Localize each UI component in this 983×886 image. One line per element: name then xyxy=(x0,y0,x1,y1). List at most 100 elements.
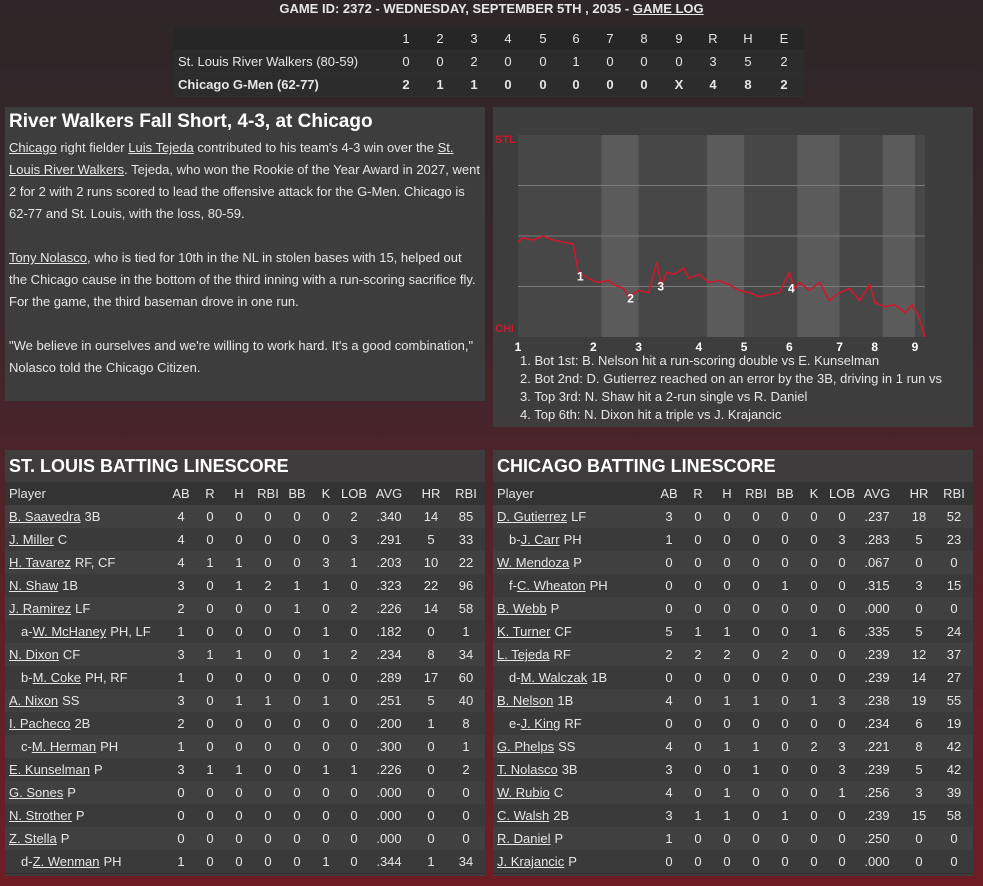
player-link[interactable]: N. Strother xyxy=(9,808,72,823)
player-cell: d-M. Walczak 1B xyxy=(509,666,607,689)
stat: 0 xyxy=(322,808,330,823)
player-link[interactable]: M. Coke xyxy=(32,670,81,685)
player-link[interactable]: B. Nelson xyxy=(497,693,554,708)
inning-label: H xyxy=(743,31,753,46)
player-link[interactable]: K. Turner xyxy=(497,624,551,639)
stat: 0 xyxy=(950,854,958,869)
position: RF, CF xyxy=(74,555,116,570)
player-cell: N. Shaw 1B xyxy=(9,574,78,597)
player-link[interactable]: J. Ramirez xyxy=(9,601,72,616)
player-link[interactable]: Z. Wenman xyxy=(32,854,100,869)
player-link[interactable]: A. Nixon xyxy=(9,693,59,708)
player-link[interactable]: R. Daniel xyxy=(497,831,551,846)
player-link[interactable]: D. Gutierrez xyxy=(497,509,568,524)
position: 1B xyxy=(62,578,79,593)
player-cell: R. Daniel P xyxy=(497,827,563,850)
stat: 22 xyxy=(423,578,439,593)
link[interactable]: Chicago xyxy=(9,140,57,155)
column-label: K xyxy=(809,486,819,501)
player-row: d-M. Walczak 1B 0 0 0 0 0 0 0 .239 14 27 xyxy=(493,666,973,690)
player-link[interactable]: J. Miller xyxy=(9,532,54,547)
stat: 0 xyxy=(838,716,846,731)
column-label: LOB xyxy=(340,486,368,501)
inning-label: 4 xyxy=(696,340,703,354)
stat: 0 xyxy=(810,854,818,869)
stat: 0 xyxy=(810,785,818,800)
stat: .200 xyxy=(376,716,402,731)
stat: 1 xyxy=(810,693,818,708)
player-link[interactable]: H. Tavarez xyxy=(9,555,71,570)
player-row: d-Z. Wenman PH 1 0 0 0 0 1 0 .344 1 34 xyxy=(5,850,485,874)
position: SS xyxy=(62,693,80,708)
link[interactable]: Tony Nolasco xyxy=(9,250,88,265)
stat: 0 xyxy=(694,854,702,869)
player-link[interactable]: I. Pacheco xyxy=(9,716,71,731)
linescore-header: 1 2 3 4 5 6 7 8 9 R H E xyxy=(174,27,804,51)
stat: .340 xyxy=(376,509,402,524)
stat: 14 xyxy=(911,670,927,685)
player-link[interactable]: M. Walczak xyxy=(520,670,588,685)
stat: 1 xyxy=(235,693,243,708)
stat: 3 xyxy=(177,693,185,708)
inning-label: 8 xyxy=(640,31,648,46)
player-link[interactable]: C. Walsh xyxy=(497,808,550,823)
stat: .237 xyxy=(864,509,890,524)
player-link[interactable]: W. McHaney xyxy=(32,624,107,639)
player-link[interactable]: N. Dixon xyxy=(9,647,59,662)
player-link[interactable]: B. Webb xyxy=(497,601,547,616)
player-link[interactable]: J. Carr xyxy=(520,532,560,547)
player-cell: I. Pacheco 2B xyxy=(9,712,90,735)
player-link[interactable]: J. Krajancic xyxy=(497,854,565,869)
link[interactable]: Luis Tejeda xyxy=(128,140,194,155)
text: right fielder xyxy=(56,140,129,155)
stat: 1 xyxy=(665,831,673,846)
stat: 2 xyxy=(350,509,358,524)
event-marker: 3 xyxy=(657,280,664,294)
player-link[interactable]: J. King xyxy=(520,716,561,731)
stat: 1 xyxy=(723,624,731,639)
player-link[interactable]: C. Wheaton xyxy=(516,578,586,593)
stat: 0 xyxy=(177,785,185,800)
stat: 0 xyxy=(206,831,214,846)
player-link[interactable]: W. Rubio xyxy=(497,785,550,800)
player-link[interactable]: M. Herman xyxy=(31,739,97,754)
event-text: 2. Bot 2nd: D. Gutierrez reached on an e… xyxy=(520,371,942,386)
stat: 4 xyxy=(665,785,673,800)
player-link[interactable]: W. Mendoza xyxy=(497,555,570,570)
player-link[interactable]: T. Nolasco xyxy=(497,762,558,777)
score-cell: 1 xyxy=(436,77,444,92)
stat: 12 xyxy=(911,647,927,662)
player-row: a-W. McHaney PH, LF 1 0 0 0 0 1 0 .182 0 1 xyxy=(5,620,485,644)
stat: 0 xyxy=(723,854,731,869)
stat: .251 xyxy=(376,693,402,708)
stat: 0 xyxy=(322,739,330,754)
player-cell: B. Nelson 1B xyxy=(497,689,573,712)
player-link[interactable]: E. Kunselman xyxy=(9,762,90,777)
stat: 0 xyxy=(752,509,760,524)
stat: .000 xyxy=(864,601,890,616)
game-log-link[interactable]: GAME LOG xyxy=(632,1,704,16)
score-cell: 2 xyxy=(470,54,478,69)
player-link[interactable]: G. Sones xyxy=(9,785,64,800)
stat: .335 xyxy=(864,624,890,639)
player-link[interactable]: B. Saavedra xyxy=(9,509,81,524)
linescore: 1 2 3 4 5 6 7 8 9 R H E St. Louis River Walkers (80-… xyxy=(174,27,804,97)
column-header: Player AB R H RBI BB K LOB AVG HR RBI xyxy=(5,482,485,506)
player-link[interactable]: G. Phelps xyxy=(497,739,555,754)
link[interactable]: St. Louis River Walkers xyxy=(9,140,454,177)
stat: 1 xyxy=(235,647,243,662)
player-link[interactable]: Z. Stella xyxy=(9,831,57,846)
stat: 19 xyxy=(911,693,927,708)
text: "We believe in ourselves and we're willi… xyxy=(9,338,474,375)
player-link[interactable]: L. Tejeda xyxy=(497,647,550,662)
stat: 0 xyxy=(206,854,214,869)
player-row: J. Ramirez LF 2 0 0 0 1 0 2 .226 14 58 xyxy=(5,597,485,621)
stat: 0 xyxy=(838,808,846,823)
player-link[interactable]: N. Shaw xyxy=(9,578,59,593)
stat: 4 xyxy=(665,739,673,754)
inning-label: 6 xyxy=(786,340,793,354)
column-label: RBI xyxy=(745,486,767,501)
stat: 22 xyxy=(458,555,474,570)
stat: 5 xyxy=(915,532,923,547)
stat: 2 xyxy=(694,647,702,662)
